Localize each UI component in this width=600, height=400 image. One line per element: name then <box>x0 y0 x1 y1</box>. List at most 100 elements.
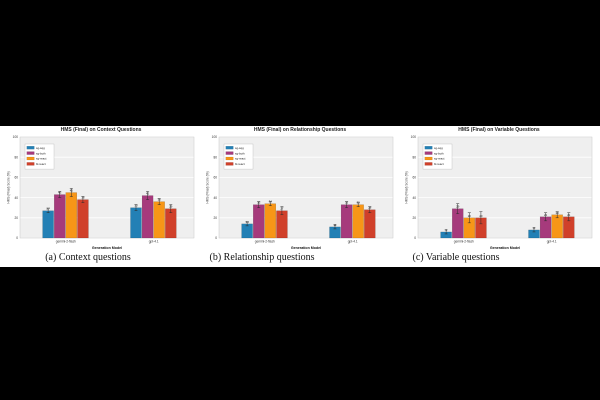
value-label: 33 <box>345 201 349 205</box>
x-tick-label: gpt-4.1 <box>547 240 557 244</box>
legend-swatch <box>225 151 234 155</box>
legend-label: sg-react <box>36 157 47 161</box>
value-label: 21 <box>544 213 548 217</box>
legend-swatch <box>225 156 234 161</box>
value-label: 36 <box>158 198 162 202</box>
chart-title: HMS (Final) on Relationship Questions <box>253 127 347 133</box>
legend-swatch <box>26 162 35 166</box>
legend-swatch <box>424 162 433 166</box>
value-label: 28 <box>368 206 372 210</box>
y-tick-label: 40 <box>412 196 416 200</box>
value-label: 30 <box>134 204 138 208</box>
legend-label: sg-both <box>434 151 444 155</box>
value-label: 29 <box>456 205 460 209</box>
y-tick-label: 20 <box>412 216 416 220</box>
subcaption-c: (c) Variable questions <box>412 252 500 263</box>
value-label: 38 <box>81 196 85 200</box>
y-tick-label: 60 <box>412 176 416 180</box>
value-label: 14 <box>246 220 250 224</box>
y-tick-label: 60 <box>14 176 18 180</box>
bar <box>77 199 89 239</box>
x-axis-title: Generation Model <box>92 246 122 250</box>
legend-label: sg-sqg <box>235 146 244 150</box>
x-axis-title: Generation Model <box>291 246 321 250</box>
x-tick-label: gemini-2-flash <box>454 240 474 244</box>
y-tick-label: 40 <box>213 196 217 200</box>
bar <box>153 201 165 239</box>
value-label: 23 <box>556 211 560 215</box>
chart-title: HMS (Final) on Context Questions <box>60 127 142 133</box>
legend-swatch <box>424 156 433 161</box>
bar <box>264 203 276 239</box>
subcaptions-row: (a) Context questions (b) Relationship q… <box>0 252 600 266</box>
legend-label: sg-sqg <box>36 146 45 150</box>
chart-svg: 0 20 40 60 80 100 HMS (Final) Score (%) 14 33 34 2… <box>206 135 394 250</box>
legend-swatch <box>424 151 433 155</box>
bar <box>165 208 177 239</box>
chart-title: HMS (Final) on Variable Questions <box>458 127 540 133</box>
value-label: 33 <box>257 201 261 205</box>
y-tick-label: 100 <box>411 135 417 139</box>
legend-label: bl-react <box>36 162 46 166</box>
chart-panel-variable: HMS (Final) on Variable Questions 0 20 40 6… <box>403 127 595 252</box>
bar <box>340 204 353 239</box>
figure-strip: HMS (Final) on Context Questions 0 20 40 60… <box>0 126 600 267</box>
value-label: 33 <box>357 201 361 205</box>
y-tick-label: 20 <box>213 216 217 220</box>
value-label: 34 <box>269 200 273 204</box>
legend-label: bl-react <box>235 162 245 166</box>
bar <box>364 209 376 239</box>
chart-svg: 0 20 40 60 80 100 HMS (Final) Score (%) 27 43 45 3… <box>7 135 195 250</box>
chart-panels-row: HMS (Final) on Context Questions 0 20 40 60… <box>0 126 600 252</box>
value-label: 21 <box>567 213 571 217</box>
value-label: 27 <box>47 207 51 211</box>
value-label: 8 <box>533 226 535 230</box>
chart-canvas: 0 20 40 60 80 100 HMS (Final) Score (%) 14 33 34 2… <box>204 134 396 252</box>
legend-swatch <box>225 162 234 166</box>
value-label: 43 <box>58 191 62 195</box>
y-axis-title: HMS (Final) Score (%) <box>206 171 210 203</box>
chart-panel-context: HMS (Final) on Context Questions 0 20 40 60… <box>5 127 197 252</box>
y-tick-label: 80 <box>14 155 18 159</box>
bar <box>54 194 66 239</box>
y-tick-label: 40 <box>14 196 18 200</box>
legend-label: sg-sqg <box>434 146 443 150</box>
legend-label: sg-react <box>434 157 445 161</box>
y-tick-label: 20 <box>14 216 18 220</box>
value-label: 6 <box>445 228 447 232</box>
x-tick-label: gemini-2-flash <box>56 240 76 244</box>
plot-border <box>218 136 394 239</box>
value-label: 45 <box>70 189 74 193</box>
y-tick-label: 0 <box>414 236 416 240</box>
y-axis-title: HMS (Final) Score (%) <box>7 171 11 203</box>
y-tick-label: 100 <box>13 135 19 139</box>
legend-label: sg-both <box>36 151 46 155</box>
x-tick-label: gemini-2-flash <box>255 240 275 244</box>
value-label: 20 <box>468 214 472 218</box>
y-tick-label: 0 <box>16 236 18 240</box>
legend-label: sg-react <box>235 157 246 161</box>
y-tick-label: 80 <box>412 155 416 159</box>
chart-svg: 0 20 40 60 80 100 HMS (Final) Score (%) 6 29 20 20… <box>405 135 593 250</box>
bar <box>253 204 265 239</box>
subcaption-b: (b) Relationship questions <box>209 252 315 263</box>
legend-label: bl-react <box>434 162 444 166</box>
legend-swatch <box>26 151 35 155</box>
bar <box>65 192 77 239</box>
y-tick-label: 0 <box>215 236 217 240</box>
value-label: 29 <box>169 205 173 209</box>
value-label: 27 <box>280 207 284 211</box>
bar <box>42 210 54 239</box>
chart-canvas: 0 20 40 60 80 100 HMS (Final) Score (%) 27 43 45 3… <box>5 134 197 252</box>
y-axis-title: HMS (Final) Score (%) <box>405 171 409 203</box>
bar <box>551 214 563 239</box>
plot-border <box>417 136 593 239</box>
bar <box>130 207 142 239</box>
x-axis-title: Generation Model <box>490 246 520 250</box>
legend-swatch <box>225 146 234 150</box>
chart-canvas: 0 20 40 60 80 100 HMS (Final) Score (%) 6 29 20 20… <box>403 134 595 252</box>
value-label: 11 <box>334 223 337 227</box>
y-tick-label: 60 <box>213 176 217 180</box>
plot-border <box>19 136 195 239</box>
legend-swatch <box>26 156 35 161</box>
